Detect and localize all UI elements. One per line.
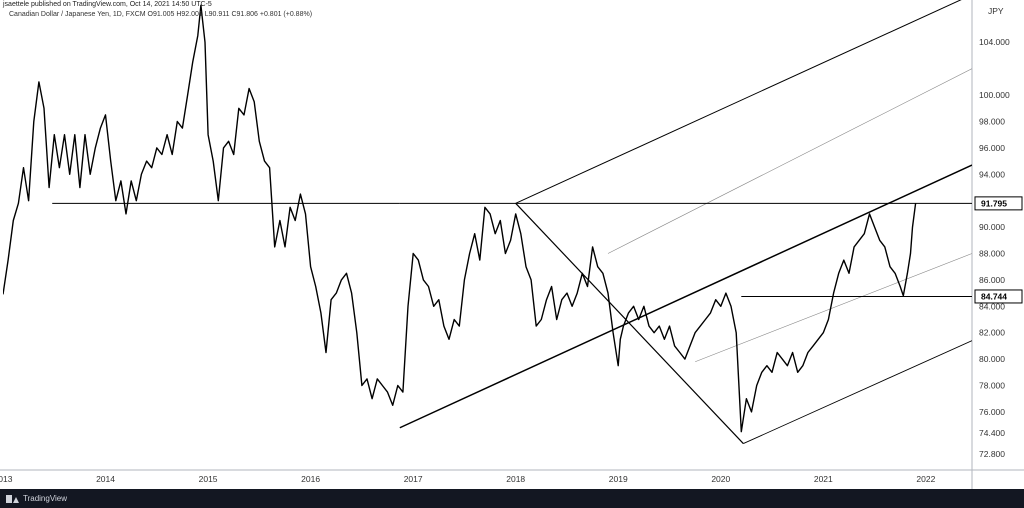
brand-logo[interactable]: TradingView	[6, 494, 67, 503]
footer-bar: TradingView	[0, 489, 1024, 508]
x-tick-label: 2015	[199, 474, 218, 484]
y-tick-label: 74.400	[979, 428, 1005, 438]
trendline-2[interactable]	[515, 0, 972, 204]
currency-label: JPY	[988, 6, 1004, 16]
trendline-thin-0[interactable]	[607, 68, 972, 254]
x-tick-label: 2018	[506, 474, 525, 484]
x-tick-label: 2014	[96, 474, 115, 484]
y-tick-label: 82.000	[979, 328, 1005, 338]
trendline-4[interactable]	[743, 340, 972, 445]
y-tick-label: 94.000	[979, 169, 1005, 179]
brand-name: TradingView	[23, 494, 68, 503]
y-tick-label: 90.000	[979, 222, 1005, 232]
price-badge-1[interactable]	[974, 289, 1023, 304]
x-tick-label: 2021	[814, 474, 833, 484]
y-tick-label: 80.000	[979, 354, 1005, 364]
trendline-1[interactable]	[399, 164, 972, 429]
price-series-line[interactable]	[3, 4, 917, 433]
trendline-thin-1[interactable]	[695, 253, 972, 363]
price-badge-0[interactable]	[974, 196, 1023, 211]
y-tick-label: 104.000	[979, 37, 1010, 47]
y-tick-label: 84.000	[979, 301, 1005, 311]
x-tick-label: 2019	[609, 474, 628, 484]
y-tick-label: 86.000	[979, 275, 1005, 285]
x-tick-label: 2016	[301, 474, 320, 484]
x-tick-label: 2020	[711, 474, 730, 484]
y-tick-label: 76.000	[979, 407, 1005, 417]
publisher-header: jsaettele published on TradingView.com, …	[3, 1, 212, 8]
x-tick-label: 2022	[916, 474, 935, 484]
y-tick-label: 98.000	[979, 116, 1005, 126]
symbol-legend: Canadian Dollar / Japanese Yen, 1D, FXCM…	[9, 11, 313, 18]
y-tick-label: 88.000	[979, 248, 1005, 258]
y-tick-label: 72.800	[979, 449, 1005, 459]
y-tick-label: 96.000	[979, 143, 1005, 153]
price-badge-label-1: 84.744	[981, 291, 1007, 301]
price-badge-label-0: 91.795	[981, 198, 1007, 208]
y-tick-label: 100.000	[979, 90, 1010, 100]
tradingview-logo-icon	[6, 494, 20, 503]
x-tick-label: 2013	[0, 474, 13, 484]
y-tick-label: 78.000	[979, 381, 1005, 391]
trendline-3[interactable]	[515, 202, 744, 445]
x-tick-label: 2017	[404, 474, 423, 484]
